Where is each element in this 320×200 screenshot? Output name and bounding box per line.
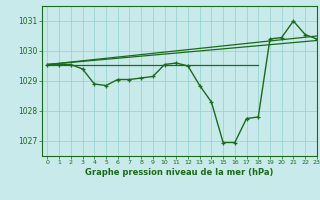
- X-axis label: Graphe pression niveau de la mer (hPa): Graphe pression niveau de la mer (hPa): [85, 168, 273, 177]
